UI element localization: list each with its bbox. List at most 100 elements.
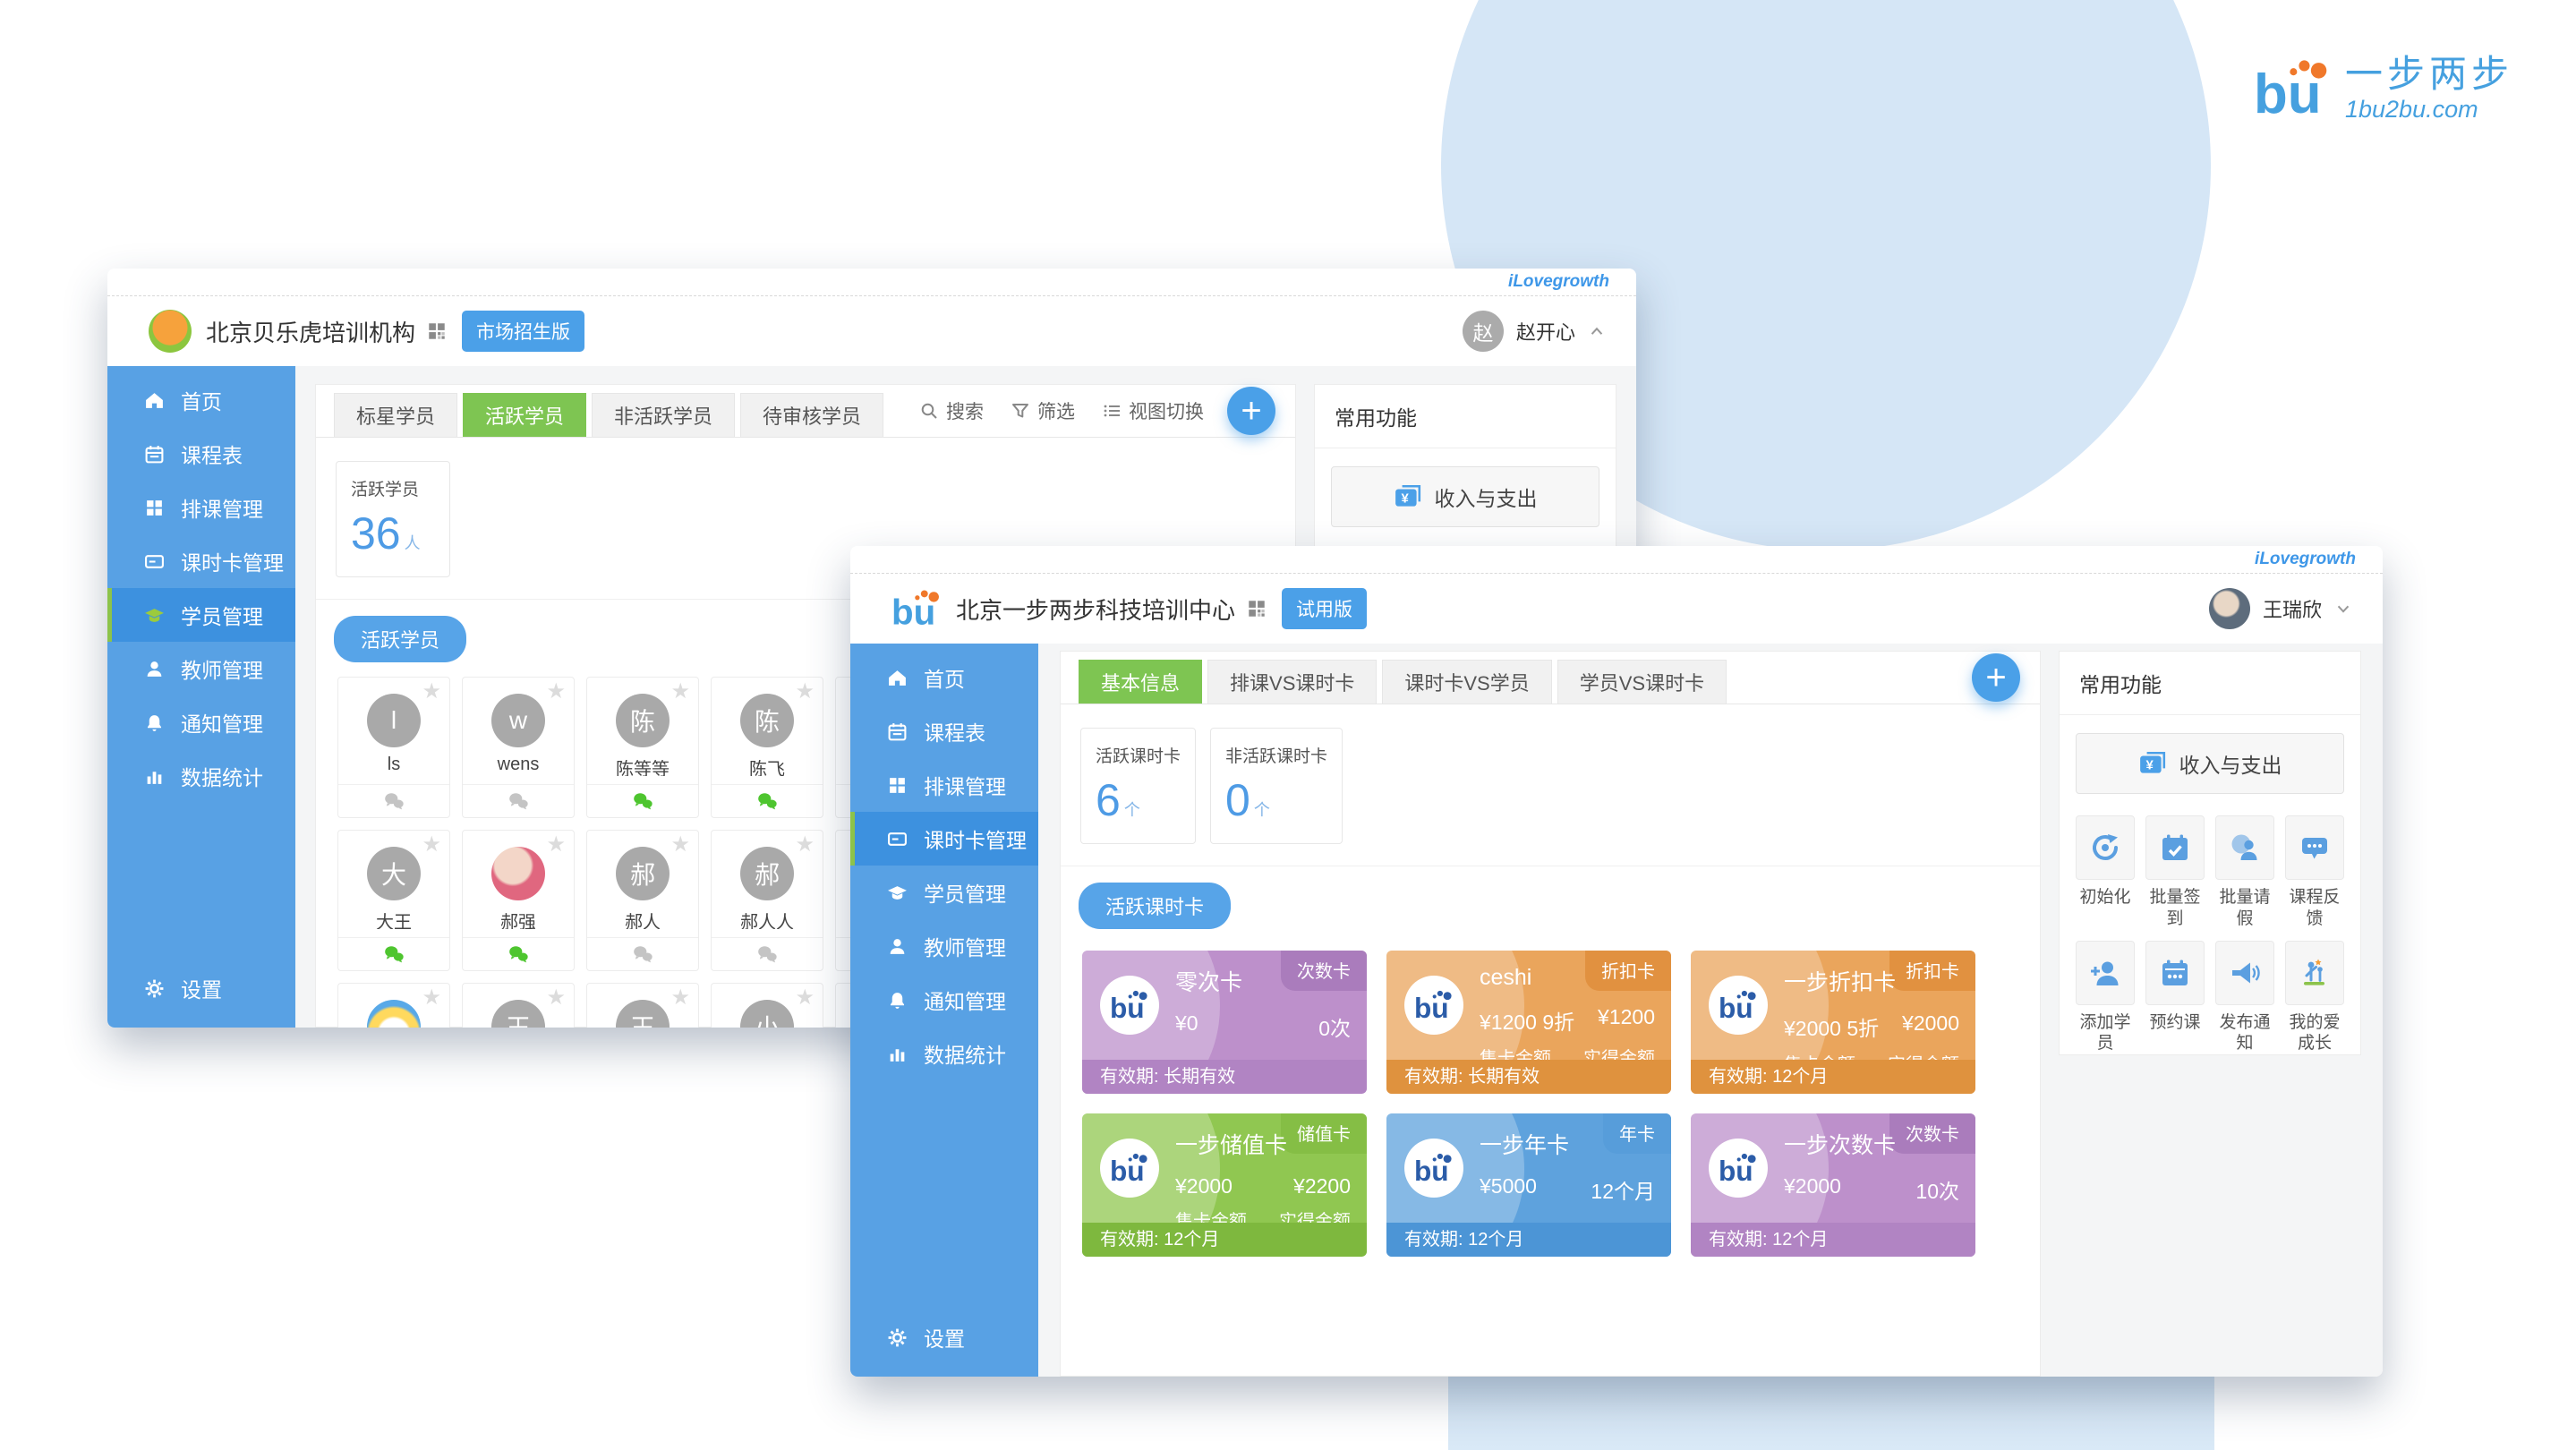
active-timecards-tag: 活跃课时卡 — [1079, 883, 1232, 929]
user-menu[interactable]: 王瑞欣 — [2208, 588, 2352, 629]
quick-action-button[interactable] — [2285, 940, 2344, 1005]
wechat-icon — [508, 943, 529, 965]
quick-action[interactable]: 添加学员 — [2076, 940, 2135, 1055]
sidebar-item[interactable]: 教师管理 — [107, 642, 295, 695]
timecard[interactable]: 储值卡 一步储值卡 ¥2000 ¥2200 售卡金额 — [1082, 1113, 1367, 1257]
sidebar-item[interactable]: 课时卡管理 — [107, 534, 295, 588]
sidebar-item-icon — [887, 829, 908, 849]
quick-action[interactable]: 批量签到 — [2145, 815, 2205, 930]
timecard-tab[interactable]: 基本信息 — [1079, 660, 1203, 704]
sidebar-item[interactable]: 课程表 — [850, 704, 1038, 758]
star-icon[interactable] — [422, 681, 441, 703]
student-tab[interactable]: 待审核学员 — [740, 393, 884, 437]
sidebar-item[interactable]: 通知管理 — [107, 695, 295, 749]
quick-action-button[interactable] — [2215, 815, 2274, 880]
star-icon[interactable] — [546, 987, 566, 1009]
student-card[interactable]: l ls — [337, 677, 450, 818]
sidebar-item[interactable]: 数据统计 — [107, 749, 295, 803]
timecard-tab[interactable]: 排课VS课时卡 — [1207, 660, 1378, 704]
student-tab[interactable]: 标星学员 — [334, 393, 458, 437]
star-icon[interactable] — [670, 834, 690, 856]
student-name: 陈飞 — [749, 760, 785, 776]
quick-action-button[interactable] — [2076, 815, 2135, 880]
timecard[interactable]: 年卡 一步年卡 ¥5000 12个月 — [1386, 1113, 1671, 1257]
student-card[interactable]: 陈 陈飞 — [711, 677, 823, 818]
sidebar-item[interactable]: 数据统计 — [850, 1027, 1038, 1080]
user-menu[interactable]: 赵 赵开心 — [1462, 311, 1606, 352]
timecard[interactable]: 次数卡 一步次数卡 ¥2000 10次 — [1691, 1113, 1975, 1257]
qr-code-icon[interactable] — [1246, 598, 1267, 619]
quick-action[interactable]: 课程反馈 — [2285, 815, 2344, 930]
star-icon[interactable] — [795, 681, 815, 703]
quick-action-button[interactable] — [2076, 940, 2135, 1005]
quick-action[interactable]: 发布通知 — [2215, 940, 2274, 1055]
student-card[interactable]: 王 — [462, 983, 575, 1028]
timecard-tab[interactable]: 课时卡VS学员 — [1382, 660, 1552, 704]
student-card[interactable]: 郝 郝人人 — [711, 830, 823, 971]
qr-code-icon[interactable] — [426, 320, 448, 342]
sidebar-item-icon — [887, 668, 908, 688]
student-card[interactable]: 王 — [586, 983, 699, 1028]
student-avatar: 郝 — [616, 847, 670, 900]
sidebar-item[interactable]: 课程表 — [107, 427, 295, 481]
student-card[interactable]: 陈 陈等等 — [586, 677, 699, 818]
income-expense-button[interactable]: 收入与支出 — [2076, 733, 2344, 794]
timecard[interactable]: 折扣卡 一步折扣卡 ¥2000 5折 ¥2000 售卡金额 — [1691, 951, 1975, 1094]
bu-logo-badge — [1404, 976, 1463, 1035]
sidebar-item-icon — [144, 766, 165, 787]
search-button[interactable]: 搜索 — [919, 397, 984, 424]
card-body: 零次卡 ¥0 0次 — [1175, 965, 1351, 1050]
tab-label: 标星学员 — [356, 405, 436, 428]
filter-button[interactable]: 筛选 — [1011, 397, 1075, 424]
student-card[interactable] — [337, 983, 450, 1028]
card-name: ceshi — [1480, 965, 1532, 990]
student-card[interactable]: 郝强 — [462, 830, 575, 971]
sidebar-item[interactable]: 通知管理 — [850, 973, 1038, 1027]
student-card[interactable]: w wens — [462, 677, 575, 818]
sidebar-item-settings[interactable]: 设置 — [850, 1310, 1038, 1364]
star-icon[interactable] — [795, 987, 815, 1009]
star-icon[interactable] — [546, 681, 566, 703]
quick-action-button[interactable] — [2145, 940, 2205, 1005]
quick-action-button[interactable] — [2285, 815, 2344, 880]
quick-action[interactable]: 批量请假 — [2215, 815, 2274, 930]
quick-action[interactable]: 我的爱成长 — [2285, 940, 2344, 1055]
timecard-tab[interactable]: 学员VS课时卡 — [1557, 660, 1727, 704]
add-student-button[interactable]: + — [1227, 387, 1275, 435]
sidebar-item[interactable]: 学员管理 — [850, 866, 1038, 919]
star-icon[interactable] — [670, 987, 690, 1009]
sidebar-item[interactable]: 首页 — [850, 651, 1038, 704]
student-tab[interactable]: 活跃学员 — [463, 393, 587, 437]
star-icon[interactable] — [422, 834, 441, 856]
view-switch-button[interactable]: 视图切换 — [1102, 397, 1204, 424]
star-icon[interactable] — [795, 834, 815, 856]
quick-action-button[interactable] — [2145, 815, 2205, 880]
star-icon[interactable] — [422, 987, 441, 1009]
student-name: 大王 — [376, 913, 412, 929]
income-expense-button[interactable]: 收入与支出 — [1331, 466, 1599, 527]
student-card[interactable]: 大 大王 — [337, 830, 450, 971]
sidebar-item-settings[interactable]: 设置 — [107, 961, 295, 1015]
sidebar-item[interactable]: 首页 — [107, 373, 295, 427]
quick-action[interactable]: 预约课 — [2145, 940, 2205, 1055]
bu-logo-icon — [891, 588, 942, 629]
student-tab[interactable]: 非活跃学员 — [592, 393, 736, 437]
student-name: 陈等等 — [616, 760, 670, 776]
sidebar-item[interactable]: 课时卡管理 — [850, 812, 1038, 866]
sidebar-item[interactable]: 学员管理 — [107, 588, 295, 642]
timecard[interactable]: 折扣卡 ceshi ¥1200 9折 ¥1200 售卡金额 — [1386, 951, 1671, 1094]
student-card[interactable]: 小 — [711, 983, 823, 1028]
sidebar-item[interactable]: 教师管理 — [850, 919, 1038, 973]
quick-action-button[interactable] — [2215, 940, 2274, 1005]
sidebar-item[interactable]: 排课管理 — [107, 481, 295, 534]
student-card[interactable]: 郝 郝人 — [586, 830, 699, 971]
sidebar-item-icon — [144, 498, 165, 518]
timecard[interactable]: 次数卡 零次卡 ¥0 0次 — [1082, 951, 1367, 1094]
sidebar-item[interactable]: 排课管理 — [850, 758, 1038, 812]
add-timecard-button[interactable]: + — [1972, 653, 2020, 702]
quick-action-icon — [2160, 958, 2190, 988]
chevron-up-icon — [1588, 322, 1606, 340]
quick-action[interactable]: 初始化 — [2076, 815, 2135, 930]
star-icon[interactable] — [546, 834, 566, 856]
star-icon[interactable] — [670, 681, 690, 703]
